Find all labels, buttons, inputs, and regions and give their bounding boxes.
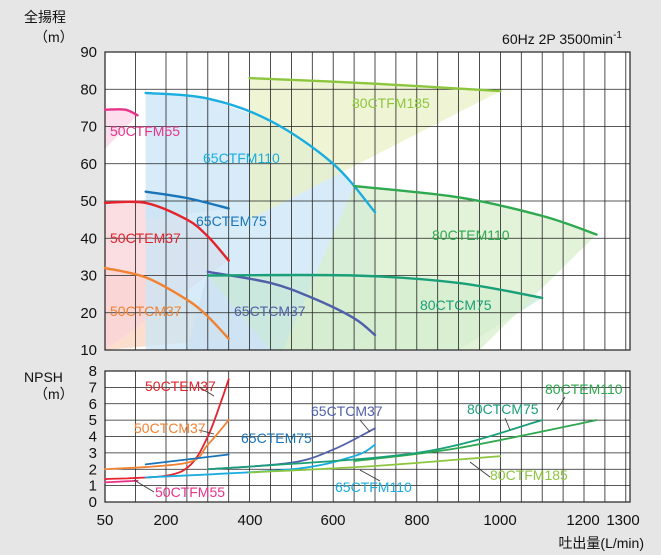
label-npsh-50CTFM55: 50CTFM55 — [155, 484, 225, 500]
head-curve-50CTFM55 — [103, 108, 139, 117]
npsh-frame — [104, 370, 631, 503]
npsh-curve-65CTFM110 — [144, 443, 376, 479]
npsh-tick-7: 7 — [89, 379, 97, 396]
npsh-curve-50CTCM37 — [104, 419, 230, 471]
npsh-curve-80CTCM75 — [206, 419, 544, 471]
x-tick-800: 800 — [404, 512, 429, 529]
label-npsh-80CTCM75: 80CTCM75 — [467, 401, 539, 417]
npsh-axis-title: NPSH — [24, 369, 63, 385]
x-tick-50: 50 — [97, 512, 114, 529]
head-curve-65CTFM110 — [144, 91, 377, 214]
npsh-tick-2: 2 — [89, 461, 97, 478]
npsh-curve-50CTFM55 — [104, 479, 139, 484]
label-npsh-50CTEM37: 50CTEM37 — [145, 378, 216, 394]
head-curve-50CTEM37 — [103, 200, 230, 262]
head-axis-title: 全揚程 — [24, 9, 66, 25]
label-npsh-80CTFM185: 80CTFM185 — [490, 467, 568, 483]
head-tick-20: 20 — [80, 305, 97, 322]
x-tick-1300: 1300 — [606, 512, 639, 529]
npsh-curve-65CTEM75 — [144, 453, 230, 466]
x-tick-1000: 1000 — [483, 512, 516, 529]
head-tick-80: 80 — [80, 81, 97, 98]
x-tick-200: 200 — [153, 512, 178, 529]
label-npsh-65CTCM37: 65CTCM37 — [311, 403, 383, 419]
label-head-65CTEM75: 65CTEM75 — [196, 213, 267, 229]
head-curve-65CTCM37 — [206, 270, 377, 337]
head-tick-90: 90 — [80, 44, 97, 61]
label-head-80CTCM75: 80CTCM75 — [420, 297, 492, 313]
head-tick-50: 50 — [80, 193, 97, 210]
label-npsh-65CTEM75: 65CTEM75 — [241, 430, 312, 446]
npsh-curve-80CTFM185 — [248, 455, 502, 474]
x-axis-title: 吐出量(L/min) — [558, 535, 644, 551]
label-head-80CTEM110: 80CTEM110 — [432, 227, 510, 243]
top-frame — [104, 51, 631, 351]
label-head-50CTFM55: 50CTFM55 — [110, 123, 180, 139]
leader-npsh-50CTEM37 — [198, 386, 215, 397]
npsh-tick-3: 3 — [89, 445, 97, 462]
leader-npsh-50CTCM37 — [198, 429, 215, 435]
npsh-curve-80CTEM110 — [353, 419, 598, 462]
label-head-80CTFM185: 80CTFM185 — [352, 95, 430, 111]
label-head-65CTCM37: 65CTCM37 — [234, 303, 306, 319]
npsh-tick-5: 5 — [89, 412, 97, 429]
label-head-50CTEM37: 50CTEM37 — [110, 230, 181, 246]
head-curve-80CTFM185 — [248, 76, 502, 93]
chart-title: 60Hz 2P 3500min-1 — [502, 30, 622, 47]
label-npsh-50CTCM37: 50CTCM37 — [134, 420, 206, 436]
leader-npsh-80CTEM110 — [556, 396, 566, 411]
npsh-tick-4: 4 — [89, 429, 97, 446]
head-axis-unit: （m） — [34, 29, 74, 45]
npsh-tick-1: 1 — [89, 478, 97, 495]
leader-npsh-80CTCM75 — [504, 417, 511, 431]
leader-npsh-80CTFM185 — [469, 461, 491, 478]
x-tick-600: 600 — [320, 512, 345, 529]
head-tick-60: 60 — [80, 156, 97, 173]
label-npsh-65CTFM110: 65CTFM110 — [335, 479, 412, 495]
label-head-65CTFM110: 65CTFM110 — [203, 150, 280, 166]
x-tick-400: 400 — [237, 512, 262, 529]
npsh-axis-unit: （m） — [34, 386, 74, 402]
leader-npsh-50CTFM55 — [133, 479, 155, 493]
npsh-tick-6: 6 — [89, 396, 97, 413]
leader-npsh-65CTCM37 — [359, 419, 371, 433]
head-curve-65CTEM75 — [144, 190, 230, 210]
head-tick-40: 40 — [80, 230, 97, 247]
head-curve-80CTEM110 — [352, 184, 598, 236]
leader-npsh-65CTFM110 — [359, 469, 381, 482]
head-curve-80CTCM75 — [206, 273, 544, 300]
head-tick-70: 70 — [80, 119, 97, 136]
npsh-tick-8: 8 — [89, 363, 97, 380]
npsh-tick-0: 0 — [89, 494, 97, 511]
head-tick-30: 30 — [80, 268, 97, 285]
region-50CTFM55 — [105, 109, 138, 149]
region-80CTEM110 — [283, 186, 597, 350]
head-tick-10: 10 — [80, 342, 97, 359]
label-head-50CTCM37: 50CTCM37 — [110, 303, 182, 319]
head-curve-50CTCM37 — [103, 266, 230, 340]
x-tick-1200: 1200 — [566, 512, 599, 529]
label-npsh-80CTEM110: 80CTEM110 — [545, 381, 623, 397]
